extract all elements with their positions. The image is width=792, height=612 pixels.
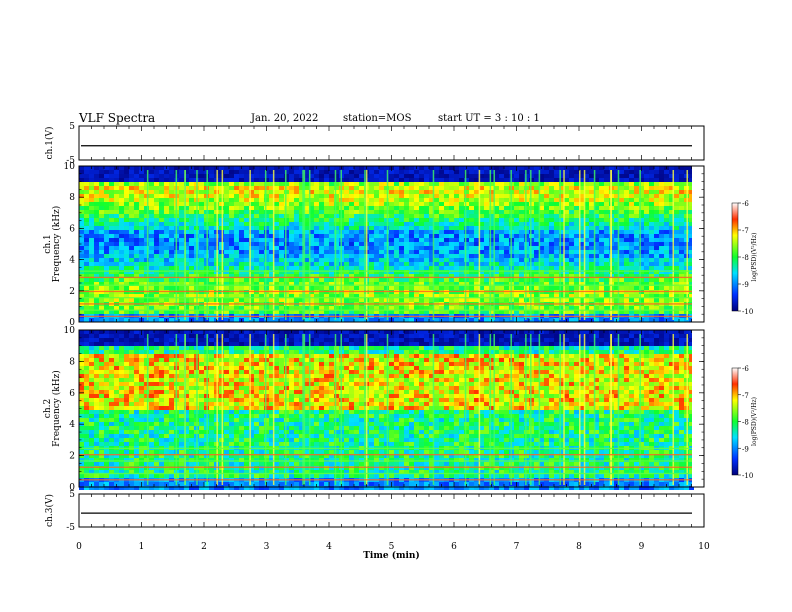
colorbar-tick-label: -8 bbox=[742, 254, 749, 262]
spectrogram-ch2 bbox=[79, 330, 704, 490]
spectrogram-ch1 bbox=[79, 166, 704, 322]
x-tick-label: 2 bbox=[201, 542, 207, 552]
x-tick-label: 4 bbox=[326, 542, 332, 552]
header-start-ut: start UT = 3 : 10 : 1 bbox=[438, 113, 540, 124]
colorbar-label: log(PSD)(V²/Hz) bbox=[751, 233, 758, 282]
colorbar-tick-label: -6 bbox=[742, 365, 749, 373]
colorbar-tick-label: -6 bbox=[742, 200, 749, 208]
x-tick-label: 9 bbox=[639, 542, 645, 552]
y-tick-label: 0 bbox=[69, 318, 75, 328]
y-axis-label: ch.1 bbox=[43, 234, 53, 253]
colorbar bbox=[731, 367, 739, 476]
y-tick-label: 4 bbox=[69, 256, 75, 266]
y-tick-label: 10 bbox=[64, 162, 76, 172]
colorbar bbox=[731, 202, 739, 312]
y-tick-label: 4 bbox=[69, 420, 75, 430]
y-axis-label: ch.3(V) bbox=[44, 494, 55, 527]
y-tick-label: -5 bbox=[66, 523, 75, 533]
x-axis-label: Time (min) bbox=[363, 550, 420, 561]
colorbar-tick-label: -10 bbox=[742, 472, 753, 480]
x-tick-label: 3 bbox=[264, 542, 270, 552]
y-axis-label-units: Frequency (kHz) bbox=[51, 206, 62, 283]
colorbar-tick-label: -9 bbox=[742, 281, 749, 289]
header-date: Jan. 20, 2022 bbox=[251, 113, 319, 124]
y-tick-label: 6 bbox=[69, 389, 75, 399]
x-tick-label: 10 bbox=[698, 542, 710, 552]
colorbar-tick-label: -7 bbox=[742, 227, 749, 235]
y-tick-label: 0 bbox=[69, 483, 75, 493]
colorbar-tick-label: -8 bbox=[742, 419, 749, 427]
colorbar-label: log(PSD)(V²/Hz) bbox=[751, 397, 758, 446]
x-tick-label: 5 bbox=[389, 542, 395, 552]
x-tick-label: 6 bbox=[451, 542, 457, 552]
y-tick-label: 5 bbox=[69, 122, 75, 132]
y-tick-label: 5 bbox=[69, 490, 75, 500]
x-tick-label: 1 bbox=[139, 542, 145, 552]
figure-title: VLF Spectra bbox=[79, 111, 156, 125]
x-tick-label: 8 bbox=[576, 542, 582, 552]
y-tick-label: 8 bbox=[69, 193, 75, 203]
y-axis-label: ch.2 bbox=[43, 399, 53, 418]
y-tick-label: 8 bbox=[69, 357, 75, 367]
x-tick-label: 0 bbox=[76, 542, 82, 552]
y-axis-label: ch.1(V) bbox=[44, 127, 55, 160]
colorbar-tick-label: -9 bbox=[742, 445, 749, 453]
y-tick-label: 10 bbox=[64, 326, 76, 336]
colorbar-tick-label: -10 bbox=[742, 308, 753, 316]
panel-frame-1 bbox=[78, 125, 705, 161]
y-tick-label: 6 bbox=[69, 224, 75, 234]
y-axis-label-units: Frequency (kHz) bbox=[51, 370, 62, 447]
header-station: station=MOS bbox=[343, 113, 412, 124]
y-tick-label: -5 bbox=[66, 156, 75, 166]
colorbar-tick-label: -7 bbox=[742, 392, 749, 400]
y-tick-label: 2 bbox=[69, 287, 75, 297]
x-tick-label: 7 bbox=[514, 542, 520, 552]
y-tick-label: 2 bbox=[69, 452, 75, 462]
